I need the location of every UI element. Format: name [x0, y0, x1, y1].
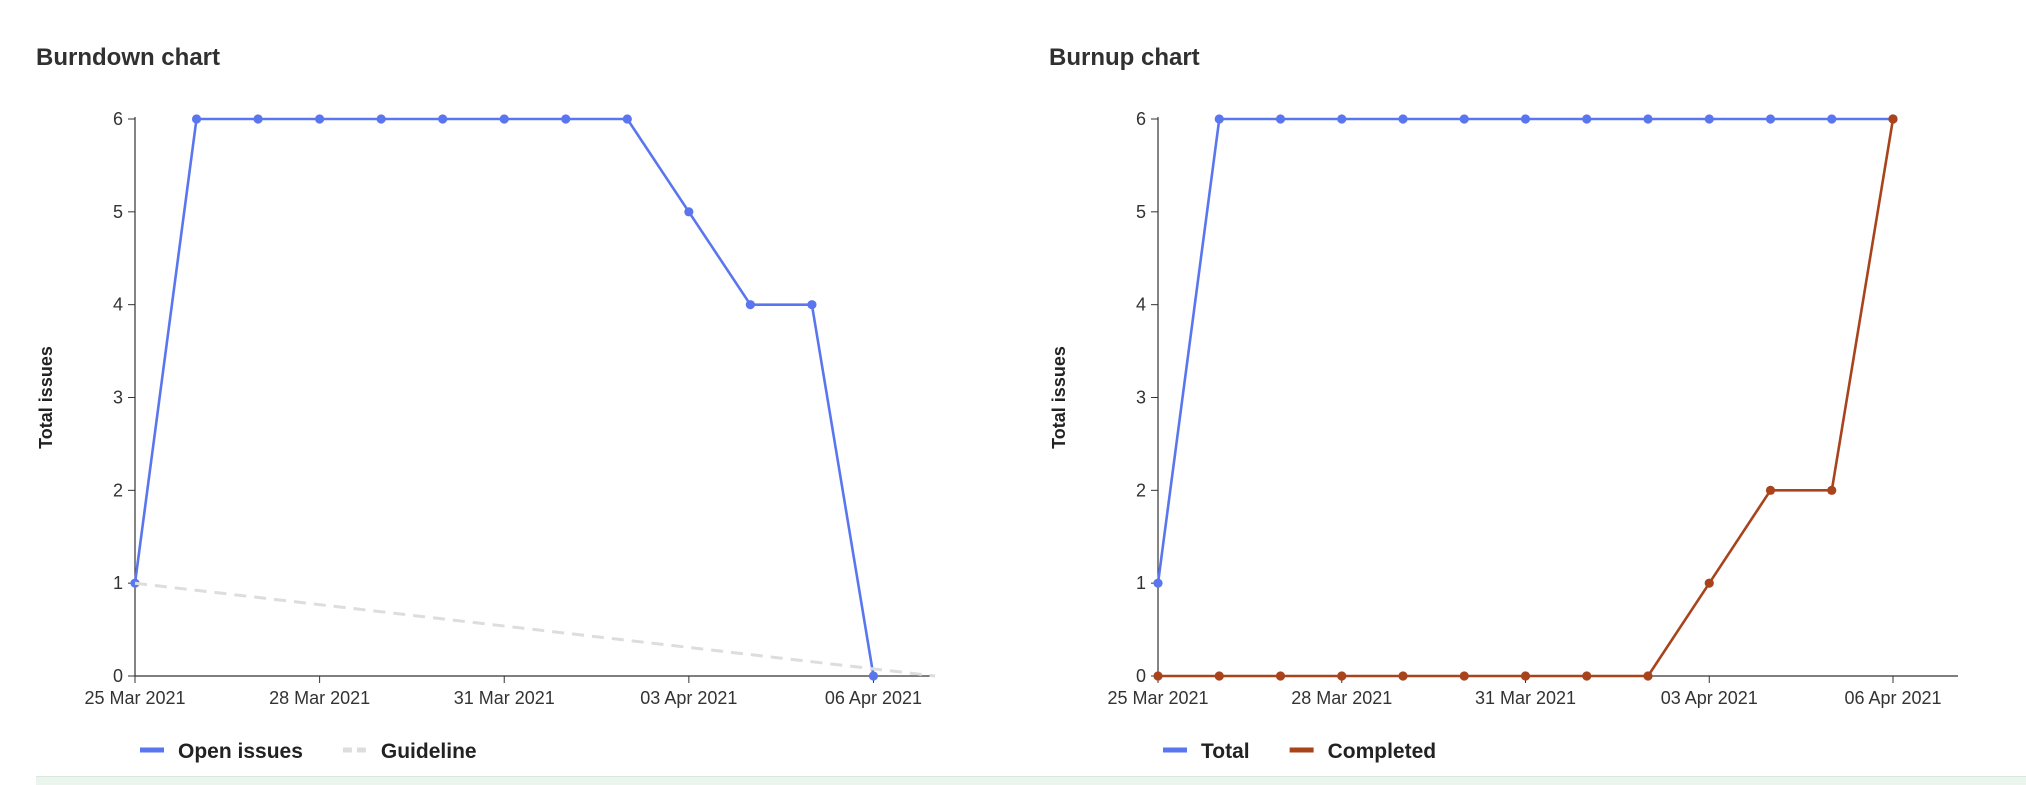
burnup-series-completed-point-11 — [1827, 485, 1837, 495]
burndown-y-tick-label-6: 6 — [113, 109, 123, 129]
burnup-y-tick-label-3: 3 — [1136, 388, 1146, 408]
burndown-series-open-issues-point-6 — [499, 114, 509, 124]
burndown-y-tick-label-1: 1 — [113, 573, 123, 593]
burnup-series-completed-point-6 — [1520, 671, 1531, 681]
burndown-y-axis-title: Total issues — [36, 346, 56, 449]
burnup-x-tick-label-03-apr-2021: 03 Apr 2021 — [1661, 688, 1758, 708]
burnup-series-total-point-3 — [1337, 114, 1347, 124]
burnup-legend-label-completed: Completed — [1328, 740, 1437, 763]
burnup-y-tick-label-5: 5 — [1136, 202, 1146, 222]
burnup-series-total-line — [1156, 117, 1893, 584]
burnup-series-total-point-4 — [1398, 114, 1408, 124]
burnup-y-tick-label-2: 2 — [1136, 480, 1146, 500]
burnup-series-completed-point-3 — [1337, 671, 1347, 681]
burnup-series-total-point-0 — [1153, 578, 1163, 588]
burnup-series-total-point-1 — [1214, 114, 1224, 124]
burnup-chart-title: Burnup chart — [1049, 44, 1200, 71]
burndown-y-tick-label-4: 4 — [113, 295, 123, 315]
burnup-chart: 0 1 2 3 4 5 6 25 Mar 2021 28 Mar 2021 31 Mar 2021… — [1049, 109, 1958, 763]
burnup-series-total-point-2 — [1275, 114, 1286, 124]
burndown-series-open-issues-point-5 — [438, 114, 448, 124]
burndown-x-tick-label-06-apr-2021: 06 Apr 2021 — [825, 688, 922, 708]
burndown-x-tick-label-28-mar-2021: 28 Mar 2021 — [269, 688, 370, 708]
burndown-series-open-issues-point-3 — [315, 114, 325, 124]
burnup-series-completed-point-1 — [1214, 671, 1224, 681]
burndown-chart-title: Burndown chart — [36, 44, 220, 71]
burndown-series-open-issues-point-2 — [253, 114, 263, 124]
burnup-series-completed-point-9 — [1704, 578, 1714, 588]
burnup-x-tick-label-25-mar-2021: 25 Mar 2021 — [1107, 688, 1208, 708]
burnup-x-tick-label-31-mar-2021: 31 Mar 2021 — [1475, 688, 1576, 708]
burnup-legend-label-total: Total — [1201, 740, 1250, 763]
burnup-series-completed-point-8 — [1643, 671, 1653, 681]
burndown-legend-label-guideline: Guideline — [381, 740, 477, 763]
burnup-series-total-point-6 — [1520, 114, 1531, 124]
burndown-series-open-issues-point-1 — [191, 114, 202, 124]
burndown-series-open-issues-point-12 — [868, 671, 879, 681]
burndown-series-open-issues-line — [133, 117, 875, 677]
burndown-series-open-issues-point-4 — [376, 114, 386, 124]
burnup-y-tick-label-0: 0 — [1136, 666, 1146, 686]
burndown-y-tick-label-3: 3 — [113, 388, 123, 408]
burnup-y-axis-title: Total issues — [1049, 346, 1069, 449]
burnup-series-completed-point-10 — [1765, 485, 1776, 495]
burnup-series-total-point-10 — [1765, 114, 1776, 124]
burnup-y-tick-label-6: 6 — [1136, 109, 1146, 129]
burndown-series-open-issues-point-11 — [807, 300, 817, 310]
burndown-legend-label-open-issues: Open issues — [178, 740, 303, 763]
burndown-series-guideline-line — [134, 581, 936, 678]
burnup-series-completed-point-7 — [1582, 671, 1592, 681]
burnup-series-total-point-11 — [1827, 114, 1837, 124]
burndown-y-tick-label-0: 0 — [113, 666, 123, 686]
burndown-series-open-issues-point-8 — [622, 114, 632, 124]
burndown-x-tick-label-31-mar-2021: 31 Mar 2021 — [454, 688, 555, 708]
burndown-series-open-issues-point-7 — [561, 114, 571, 124]
burnup-series-completed-point-2 — [1275, 671, 1286, 681]
burndown-series-open-issues-point-9 — [684, 207, 694, 217]
burnup-x-tick-label-28-mar-2021: 28 Mar 2021 — [1291, 688, 1392, 708]
burndown-series-open-issues-point-10 — [745, 300, 755, 310]
burndown-x-tick-label-25-mar-2021: 25 Mar 2021 — [84, 688, 185, 708]
burndown-y-tick-label-5: 5 — [113, 202, 123, 222]
burnup-series-total-point-5 — [1459, 114, 1469, 124]
burndown-series-open-issues-point-0 — [130, 578, 140, 588]
burnup-series-completed-line — [1158, 118, 1895, 678]
burndown-y-tick-label-2: 2 — [113, 480, 123, 500]
burndown-chart: 0 1 2 3 4 5 6 25 Mar 2021 28 Mar 2021 31 Mar 2021… — [36, 109, 936, 763]
burnup-series-total-point-8 — [1643, 114, 1653, 124]
burnup-x-tick-label-06-apr-2021: 06 Apr 2021 — [1844, 688, 1941, 708]
burnup-series-completed-point-12 — [1888, 114, 1898, 124]
page-bottom-strip — [36, 776, 2026, 785]
burndown-panel: Burndown chart 0 1 2 3 4 5 6 25 Mar 2021 28 Mar … — [0, 0, 1013, 784]
burnup-series-total-point-9 — [1704, 114, 1714, 124]
burnup-series-completed-point-5 — [1459, 671, 1469, 681]
burnup-y-tick-label-1: 1 — [1136, 573, 1146, 593]
burnup-y-tick-label-4: 4 — [1136, 295, 1146, 315]
burnup-series-completed-point-0 — [1153, 671, 1163, 681]
burnup-series-completed-point-4 — [1398, 671, 1408, 681]
burndown-x-tick-label-03-apr-2021: 03 Apr 2021 — [640, 688, 737, 708]
burnup-panel: Burnup chart 0 1 2 3 4 5 6 25 Mar 2021 28 Mar 20… — [1013, 0, 2026, 784]
burnup-series-total-point-7 — [1582, 114, 1592, 124]
